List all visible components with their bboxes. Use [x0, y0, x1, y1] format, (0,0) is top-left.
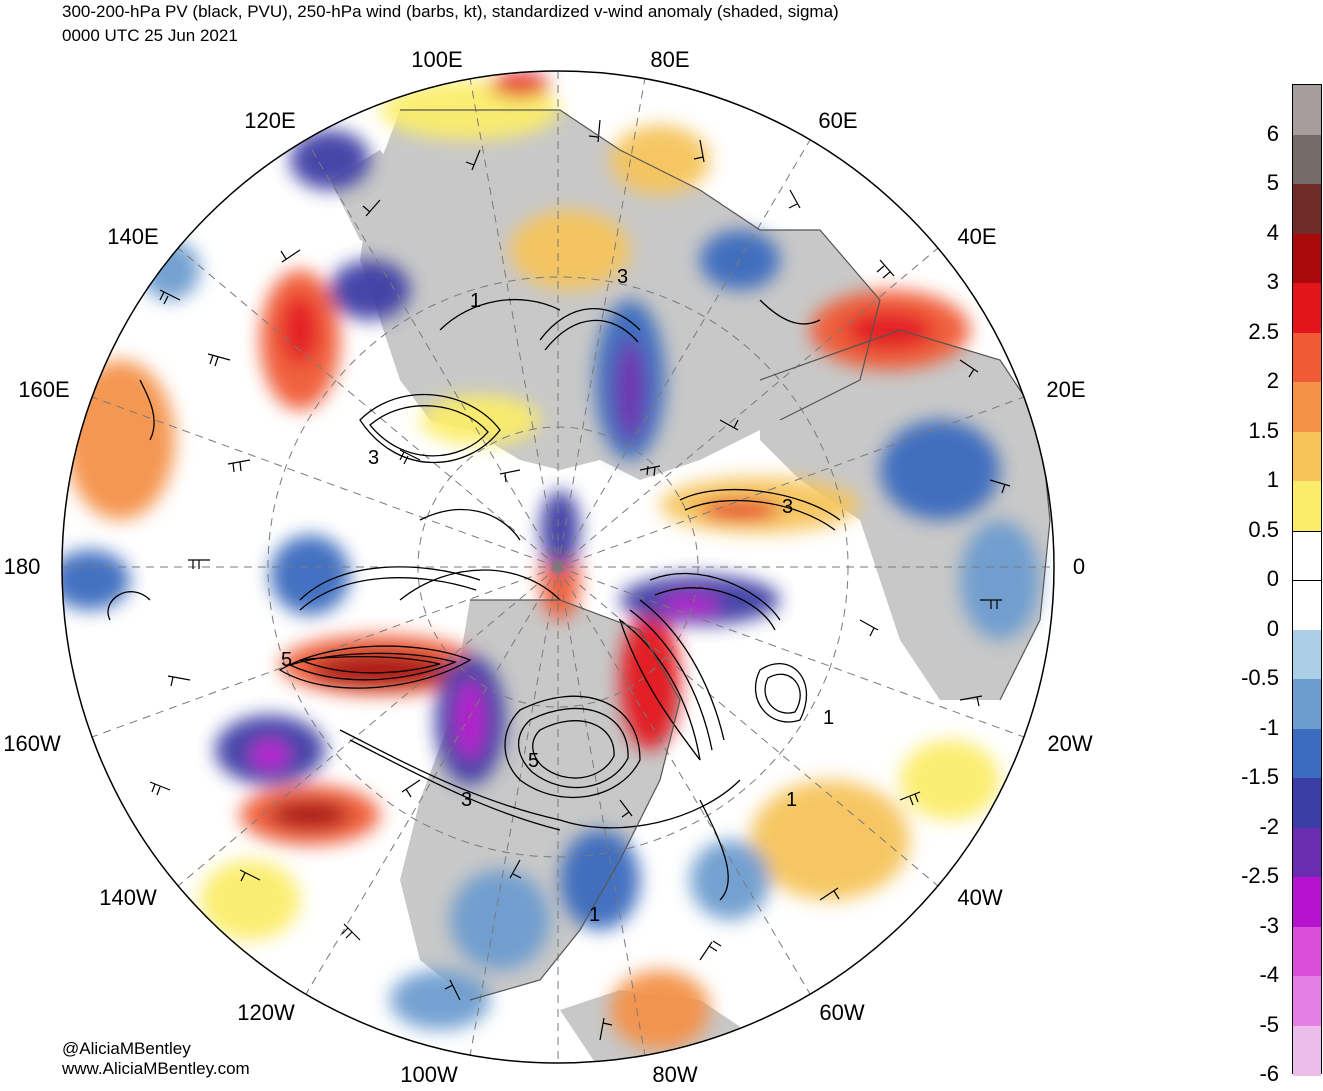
lon-label-120w: 120W	[237, 1000, 295, 1025]
lon-label-20e: 20E	[1046, 377, 1086, 402]
colorbar-segment	[1293, 382, 1321, 432]
pv-contour-label: 5	[281, 649, 292, 671]
colorbar-segment	[1293, 827, 1321, 878]
colorbar-tick-label: 0	[1266, 615, 1279, 641]
colorbar-tick-label: -3	[1259, 912, 1279, 938]
colorbar-tick-label: -1.5	[1241, 764, 1279, 789]
pv-contour-label: 3	[782, 496, 793, 518]
lon-label-100w: 100W	[400, 1062, 458, 1087]
lon-label-180: 180	[3, 554, 41, 579]
colorbar-segment	[1293, 728, 1321, 779]
colorbar-tick-label: 6	[1266, 120, 1279, 146]
lon-label-80w: 80W	[652, 1062, 698, 1087]
colorbar-segment	[1293, 85, 1321, 135]
colorbar-segment	[1293, 629, 1321, 680]
colorbar-segment	[1293, 283, 1321, 333]
colorbar-segment	[1293, 1025, 1321, 1076]
pv-contours	[107, 298, 841, 901]
lon-label-100e: 100E	[411, 47, 463, 72]
pv-labels: 1 3 3 3 5 5 3 1 1 1	[281, 266, 834, 926]
pv-contour-label: 1	[786, 789, 797, 811]
colorbar-tick-label: -2	[1259, 813, 1279, 839]
colorbar-tick-label: -5	[1259, 1011, 1279, 1037]
colorbar-tick-label: -6	[1259, 1061, 1279, 1086]
colorbar-segment	[1293, 778, 1321, 828]
colorbar-tick-label: -0.5	[1241, 665, 1279, 690]
colorbar-tick-label: -4	[1259, 962, 1279, 987]
colorbar-segment	[1293, 481, 1321, 531]
colorbar-segment	[1293, 580, 1321, 631]
pv-contour-label: 1	[589, 904, 600, 926]
lon-label-60w: 60W	[819, 1000, 865, 1025]
pv-contour-label: 3	[617, 266, 628, 288]
colorbar-segment	[1293, 184, 1321, 234]
pv-contour-label: 1	[470, 290, 481, 312]
graticule	[62, 71, 1054, 1063]
lon-label-20w: 20W	[1047, 731, 1093, 756]
credit-website: www.AliciaMBentley.com	[62, 1059, 250, 1078]
anomaly-shading	[62, 73, 1040, 1050]
colorbar-tick-label: 4	[1266, 219, 1279, 245]
lon-label-60e: 60E	[818, 108, 858, 133]
colorbar-tick-label: 1.5	[1248, 417, 1279, 443]
colorbar-tick-label: 3	[1266, 269, 1279, 294]
pv-contour-label: 3	[461, 789, 472, 811]
lon-label-40e: 40E	[957, 224, 997, 249]
map-title-line1: 300-200-hPa PV (black, PVU), 250-hPa win…	[62, 2, 839, 21]
colorbar-tick-label: 5	[1266, 170, 1279, 195]
lon-label-140e: 140E	[107, 224, 159, 249]
colorbar-tick-label: 1	[1266, 467, 1279, 492]
lon-label-160e: 160E	[18, 377, 70, 402]
lon-label-120e: 120E	[244, 108, 296, 133]
wind-barbs	[149, 119, 1011, 1041]
pv-contour-label: 5	[528, 750, 539, 772]
lon-label-40w: 40W	[957, 885, 1003, 910]
lon-label-140w: 140W	[99, 885, 157, 910]
colorbar-tick-label: 0	[1266, 566, 1279, 591]
colorbar-segment	[1293, 233, 1321, 284]
colorbar-tick-label: 2.5	[1248, 318, 1279, 344]
map-title-line2: 0000 UTC 25 Jun 2021	[62, 26, 238, 45]
colorbar-segment	[1293, 926, 1321, 977]
colorbar-segment	[1293, 530, 1321, 582]
map-border	[61, 70, 1055, 1064]
credit-handle: @AliciaMBentley	[62, 1039, 191, 1058]
lon-label-80e: 80E	[650, 47, 690, 72]
colorbar	[1292, 84, 1322, 1076]
colorbar-segment	[1293, 976, 1321, 1026]
pv-contour-label: 3	[368, 447, 379, 469]
colorbar-tick-label: 0.5	[1248, 516, 1279, 542]
colorbar-tick-label: -1	[1259, 714, 1279, 740]
colorbar-tick-label: -2.5	[1241, 863, 1279, 888]
pv-contour-label: 1	[823, 707, 834, 729]
colorbar-segment	[1293, 679, 1321, 729]
lon-label-160w: 160W	[3, 731, 61, 756]
colorbar-segment	[1293, 431, 1321, 482]
colorbar-segment	[1293, 877, 1321, 927]
colorbar-segment	[1293, 134, 1321, 185]
map-disk	[62, 71, 1054, 1063]
colorbar-segment	[1293, 332, 1321, 383]
lon-label-0: 0	[1072, 554, 1086, 579]
colorbar-tick-label: 2	[1266, 368, 1279, 393]
